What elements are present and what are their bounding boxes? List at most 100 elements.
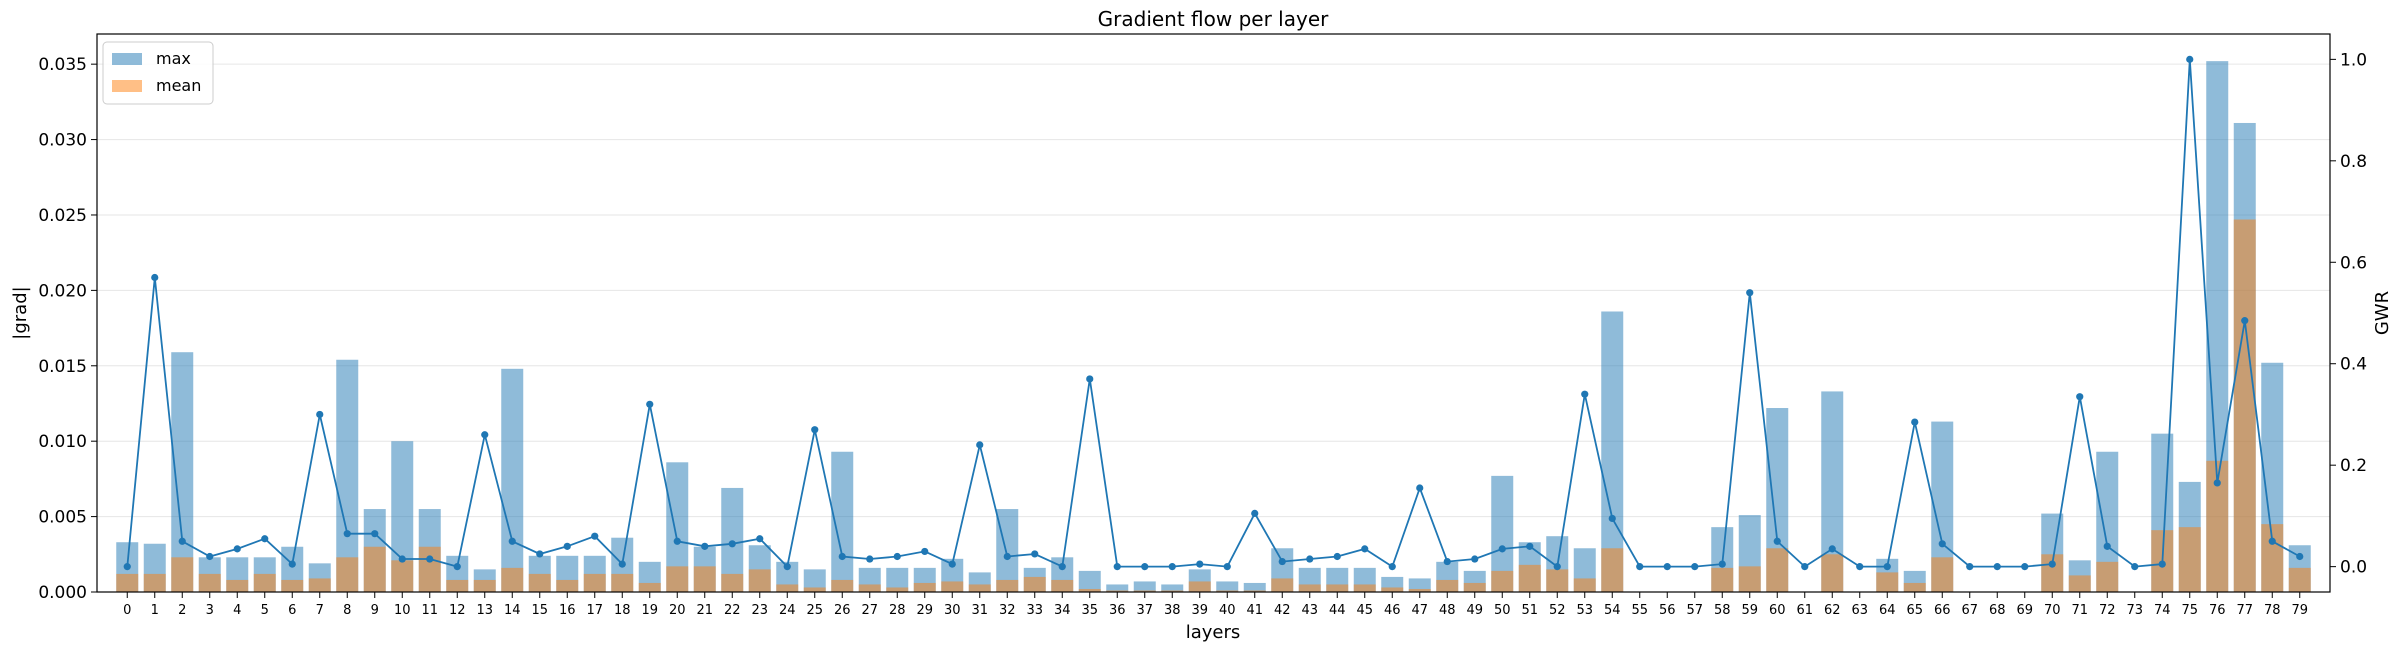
legend-label-mean: mean	[156, 76, 201, 95]
x-tick-label: 45	[1356, 603, 1373, 618]
y-tick-label: 0.015	[38, 357, 87, 377]
x-tick-label: 20	[669, 603, 686, 618]
bar-mean-layer-15	[528, 573, 551, 592]
gwr-point-layer-67	[1966, 563, 1974, 571]
bar-mean-layer-3	[198, 573, 221, 592]
bar-mean-layer-26	[831, 579, 854, 592]
y-axis-ticks: 0.000 0.005 0.010 0.015 0.020 0.025 0.030 0.035	[38, 55, 97, 603]
x-tick-label: 49	[1466, 603, 1483, 618]
y2-tick-label: 0.0	[2340, 558, 2367, 578]
x-tick-label: 52	[1549, 603, 1566, 618]
x-tick-label: 36	[1109, 603, 1126, 618]
x-tick-label: 44	[1329, 603, 1346, 618]
bar-mean-layer-54	[1601, 548, 1624, 592]
gwr-point-layer-70	[2048, 560, 2056, 568]
gwr-point-layer-72	[2103, 542, 2111, 550]
gwr-point-layer-79	[2296, 552, 2304, 561]
gwr-point-layer-35	[1086, 375, 1094, 383]
bar-max-layer-50	[1491, 475, 1514, 592]
bar-mean-layer-0	[116, 573, 139, 592]
x-tick-label: 23	[751, 603, 768, 618]
bar-mean-layer-19	[638, 582, 661, 592]
gwr-point-layer-32	[1003, 552, 1011, 561]
y2-tick-label: 0.6	[2340, 253, 2367, 273]
gwr-point-layer-75	[2186, 55, 2194, 63]
gwr-point-layer-22	[728, 540, 736, 548]
bar-mean-layer-60	[1766, 548, 1789, 592]
x-tick-label: 12	[449, 603, 466, 618]
bar-mean-layer-58	[1711, 567, 1734, 592]
x-tick-label: 73	[2126, 603, 2143, 618]
bar-mean-layer-47	[1408, 588, 1431, 592]
y-tick-label: 0.000	[38, 583, 87, 603]
legend-label-max: max	[156, 49, 191, 68]
bar-mean-layer-4	[226, 579, 249, 592]
x-tick-label: 56	[1659, 603, 1676, 618]
x-tick-label: 6	[288, 603, 296, 618]
gwr-point-layer-47	[1416, 484, 1424, 492]
bar-max-layer-20	[666, 462, 689, 592]
x-tick-label: 54	[1604, 603, 1621, 618]
x-tick-label: 26	[834, 603, 851, 618]
x-tick-label: 2	[178, 603, 186, 618]
legend: max mean	[102, 41, 214, 105]
gwr-point-layer-19	[646, 400, 654, 408]
bar-max-layer-8	[336, 359, 359, 592]
gwr-point-layer-4	[233, 545, 241, 553]
x-tick-label: 58	[1714, 603, 1731, 618]
bar-mean-layer-62	[1821, 554, 1844, 592]
gwr-point-layer-14	[508, 537, 516, 545]
gwr-point-layer-56	[1663, 563, 1671, 571]
x-tick-label: 72	[2099, 603, 2116, 618]
x-tick-label: 43	[1301, 603, 1318, 618]
gwr-point-layer-53	[1581, 390, 1589, 398]
bar-mean-layer-29	[913, 582, 936, 592]
bar-max-layer-40	[1216, 581, 1239, 592]
gwr-point-layer-76	[2213, 479, 2221, 487]
bar-mean-layer-72	[2096, 561, 2119, 592]
gwr-point-layer-33	[1031, 550, 1039, 558]
bar-mean-layer-27	[858, 584, 881, 592]
x-tick-label: 0	[123, 603, 131, 618]
bar-mean-layer-41	[1243, 590, 1266, 592]
gwr-point-layer-39	[1196, 560, 1204, 568]
bar-mean-layer-11	[418, 546, 441, 592]
gwr-point-layer-0	[123, 563, 131, 571]
y2-tick-label: 0.2	[2340, 456, 2367, 476]
bar-mean-layer-64	[1876, 572, 1899, 592]
x-tick-label: 11	[421, 603, 438, 618]
x-tick-label: 4	[233, 603, 241, 618]
bar-mean-layer-44	[1326, 584, 1349, 592]
gwr-point-layer-30	[948, 560, 956, 568]
gwr-point-layer-24	[783, 563, 791, 571]
gwr-point-layer-37	[1141, 563, 1149, 571]
bar-max-layer-37	[1133, 581, 1156, 592]
gwr-point-layer-57	[1691, 563, 1699, 571]
x-tick-label: 77	[2236, 603, 2253, 618]
bar-max-layer-2	[171, 352, 194, 592]
gwr-point-layer-5	[261, 535, 269, 543]
x-tick-label: 35	[1081, 603, 1098, 618]
x-tick-label: 64	[1879, 603, 1896, 618]
bar-mean-layer-53	[1573, 578, 1596, 592]
x-tick-label: 19	[641, 603, 658, 618]
x-tick-label: 65	[1906, 603, 1923, 618]
x-tick-label: 75	[2181, 603, 2198, 618]
bar-mean-layer-21	[693, 566, 716, 592]
bar-mean-layer-22	[721, 573, 744, 592]
x-tick-label: 51	[1521, 603, 1538, 618]
gwr-point-layer-71	[2076, 393, 2084, 401]
x-tick-label: 60	[1769, 603, 1786, 618]
bar-mean-layer-51	[1518, 564, 1541, 592]
x-tick-label: 29	[916, 603, 933, 618]
bar-mean-layer-1	[143, 573, 166, 592]
gwr-point-layer-28	[893, 552, 901, 561]
gwr-point-layer-41	[1251, 509, 1259, 517]
gwr-point-layer-7	[316, 410, 324, 419]
bar-max-layer-14	[501, 368, 524, 592]
bar-max-layer-35	[1078, 570, 1101, 592]
bar-mean-layer-52	[1546, 569, 1569, 592]
gwr-point-layer-64	[1883, 563, 1891, 571]
bar-mean-layer-16	[556, 579, 579, 592]
x-tick-label: 63	[1851, 603, 1868, 618]
